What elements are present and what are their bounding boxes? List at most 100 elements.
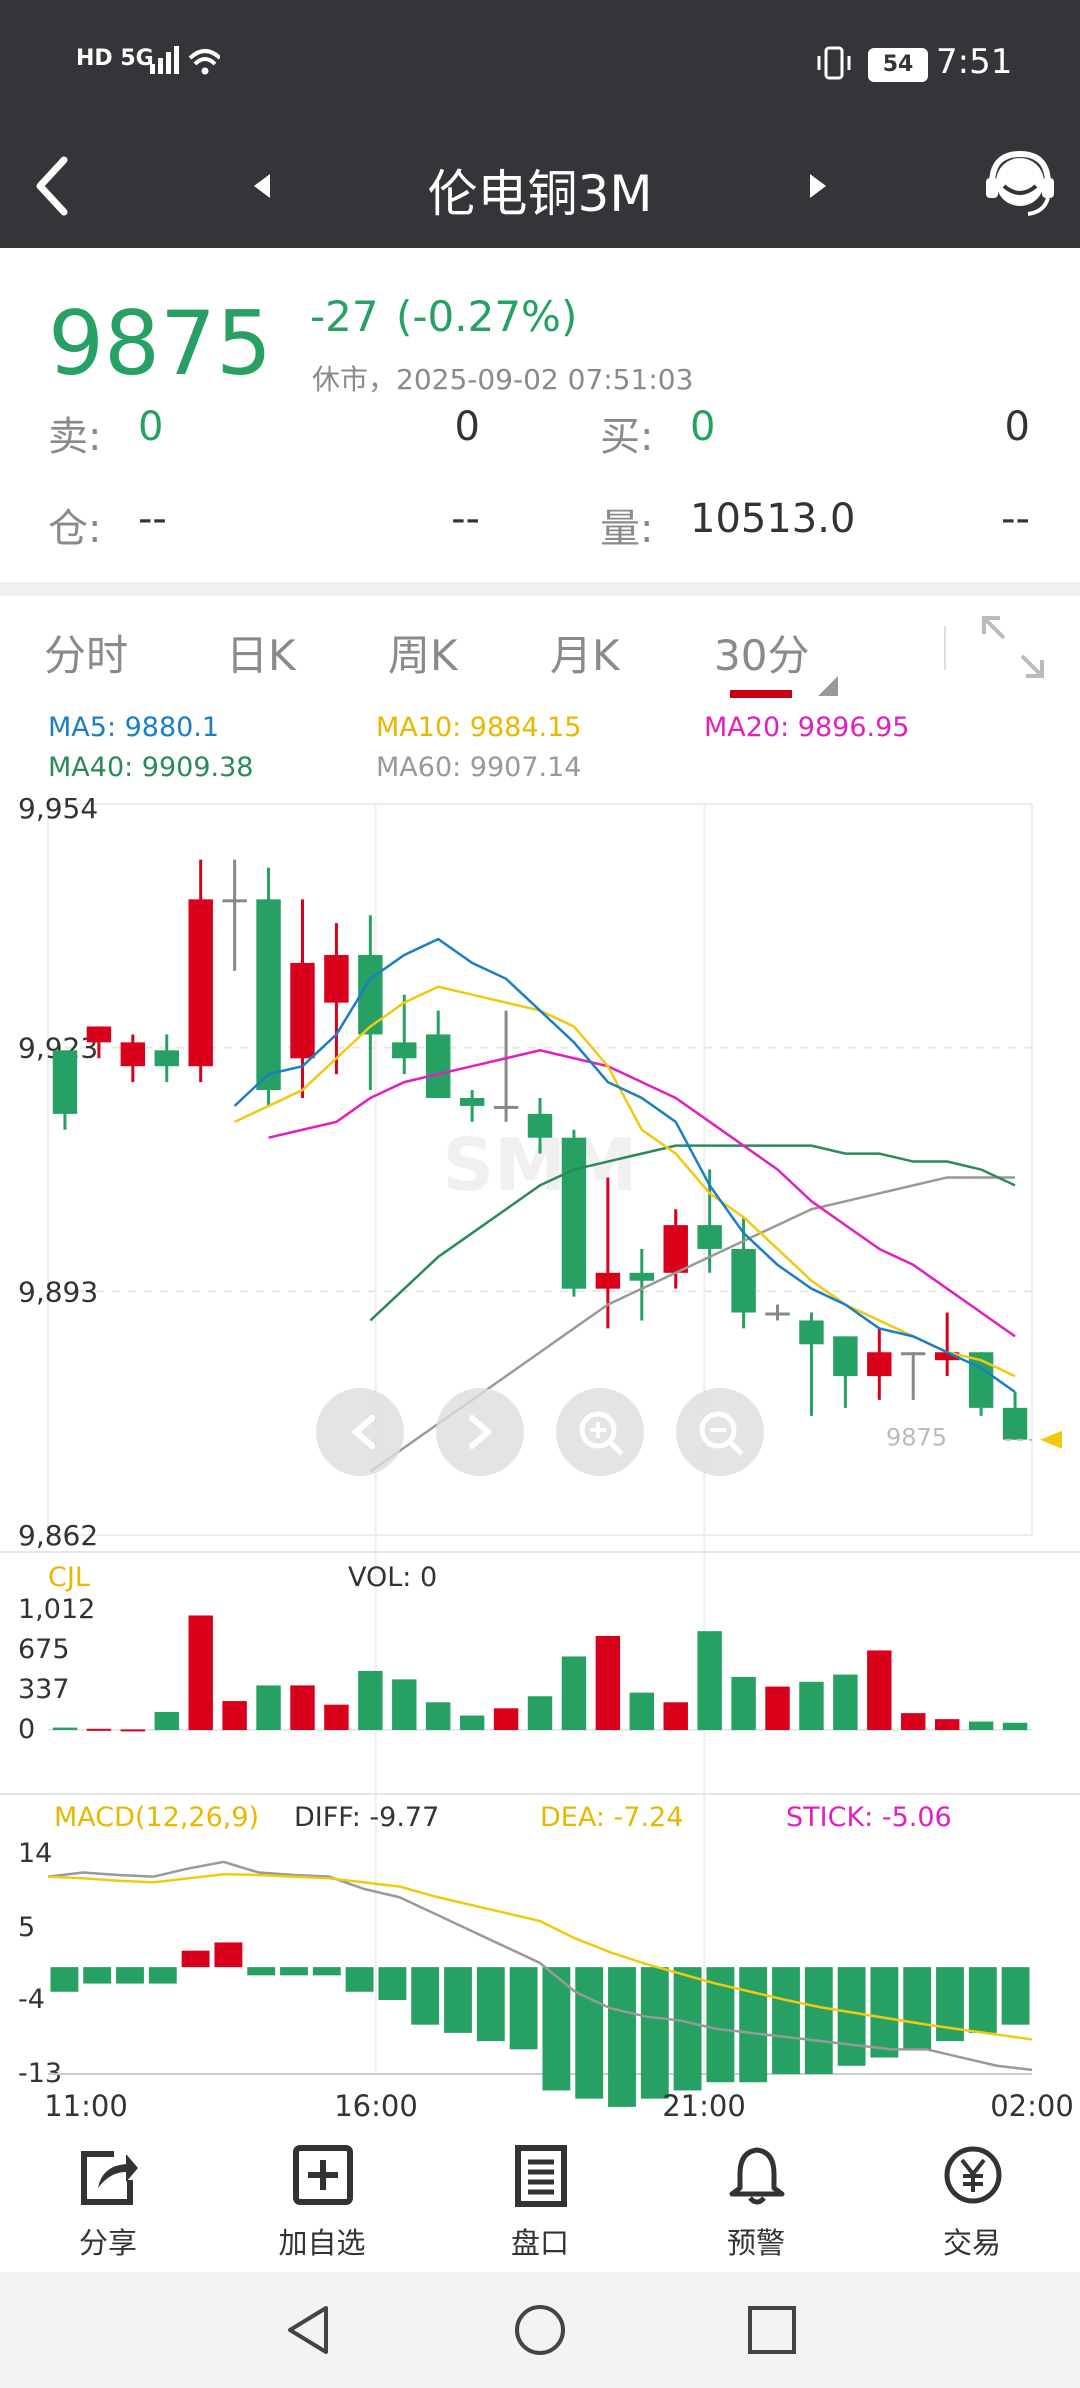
zoom-in-handle	[608, 1440, 624, 1456]
volume-bar	[799, 1681, 824, 1730]
volume-bar	[324, 1704, 349, 1730]
period-dropdown-icon[interactable]	[816, 674, 840, 698]
zoom-out-icon	[699, 1411, 737, 1449]
volume-bar	[663, 1702, 688, 1730]
bell-icon	[729, 2147, 785, 2205]
trade-button[interactable]: 交易	[902, 2124, 1042, 2272]
sell-price: 0	[138, 404, 164, 450]
macd-axis-label: -4	[18, 1984, 45, 2015]
price-panel-frame	[47, 803, 1033, 1536]
macd-axis-label: 14	[18, 1838, 52, 1869]
volume-bar	[731, 1676, 756, 1730]
nav-home-icon[interactable]	[512, 2302, 568, 2358]
candle-body	[901, 1352, 926, 1356]
volume-label: 量:	[600, 506, 654, 552]
add-watchlist-icon	[293, 2145, 353, 2205]
macd-bar	[673, 1967, 702, 2091]
macd-bar	[1001, 1967, 1030, 2025]
ma10-line	[234, 985, 1016, 1378]
ma20-value: MA20: 9896.95	[704, 712, 910, 743]
candle-body	[1002, 1407, 1028, 1440]
candle-body	[459, 1097, 485, 1106]
volume-bar	[120, 1729, 146, 1732]
candle-body	[833, 1336, 858, 1377]
candle-body	[629, 1272, 655, 1281]
position-change: --	[451, 496, 480, 542]
tab-intraday[interactable]: 分时	[44, 631, 129, 680]
macd-panel-label: MACD(12,26,9)	[54, 1802, 259, 1833]
candle-body	[324, 954, 349, 1003]
volume-bar	[493, 1708, 519, 1730]
macd-bar	[214, 1942, 243, 1968]
candle-body	[120, 1042, 146, 1067]
volume-bar	[867, 1650, 892, 1730]
price-axis-label: 9,862	[18, 1519, 98, 1552]
customer-service-icon[interactable]	[984, 146, 1056, 226]
volume-bar	[459, 1715, 485, 1730]
add-watchlist-label: 加自选	[278, 2226, 366, 2260]
clock: 7:51	[936, 42, 1013, 82]
candle-body	[527, 1113, 553, 1138]
candle-body	[392, 1042, 417, 1059]
candle-body	[154, 1050, 179, 1067]
prev-contract-icon[interactable]	[246, 162, 276, 210]
yen-icon	[944, 2146, 1002, 2204]
system-nav-bar	[0, 2272, 1080, 2388]
candle-body	[867, 1352, 892, 1377]
volume-bar	[901, 1713, 926, 1730]
buy-price: 0	[690, 404, 716, 450]
divider	[0, 582, 1080, 596]
chevron-right-icon	[469, 1415, 493, 1449]
macd-bar	[378, 1967, 407, 2000]
share-label: 分享	[78, 2226, 137, 2260]
volume-bar	[188, 1615, 213, 1730]
add-watchlist-button[interactable]: 加自选	[252, 2124, 392, 2272]
order-book-icon	[515, 2145, 567, 2207]
volume-bar	[527, 1696, 553, 1730]
status-bar: HD 5G 54 7:51	[0, 0, 1080, 124]
candle-body	[493, 1105, 519, 1109]
fullscreen-icon[interactable]	[980, 614, 1046, 680]
last-price: 9875	[48, 292, 272, 395]
candle-body	[934, 1352, 960, 1361]
price-change-pct: (-0.27%)	[396, 292, 578, 341]
trade-label: 交易	[942, 2226, 1001, 2260]
volume-bar	[358, 1670, 383, 1730]
ma60-value: MA60: 9907.14	[376, 752, 582, 783]
next-contract-icon[interactable]	[804, 162, 834, 210]
ma5-line	[233, 937, 1016, 1394]
macd-diff-label: DIFF: -9.77	[294, 1802, 439, 1833]
quote-panel: 9875 -27 (-0.27%) 休市，2025-09-02 07:51:03…	[0, 248, 1080, 582]
candle-body	[222, 899, 247, 903]
tab-monthly-k[interactable]: 月K	[550, 631, 620, 680]
macd-bar	[181, 1950, 210, 1968]
volume-bar	[290, 1685, 315, 1730]
macd-bar	[50, 1967, 79, 1992]
period-tabs: 分时 日K 周K 月K 30分	[0, 596, 1080, 702]
tab-30min[interactable]: 30分	[714, 631, 810, 680]
back-icon[interactable]	[26, 148, 76, 224]
candle-body	[731, 1248, 756, 1313]
alert-button[interactable]: 预警	[686, 2124, 826, 2272]
volume-bar	[52, 1727, 78, 1730]
zoom-in-icon	[579, 1411, 617, 1449]
macd-bar	[83, 1967, 112, 1984]
time-axis-label: 02:00	[990, 2089, 1074, 2123]
tab-weekly-k[interactable]: 周K	[388, 631, 458, 680]
last-price-marker-icon	[1040, 1430, 1062, 1449]
share-button[interactable]: 分享	[38, 2124, 178, 2272]
nav-back-icon[interactable]	[280, 2302, 336, 2358]
nav-recents-icon[interactable]	[744, 2302, 800, 2358]
tab-daily-k[interactable]: 日K	[226, 631, 296, 680]
time-axis-label: 16:00	[334, 2089, 418, 2123]
order-book-button[interactable]: 盘口	[470, 2124, 610, 2272]
price-axis-label: 9,954	[18, 792, 98, 825]
macd-bar	[903, 1967, 932, 2050]
volume-axis-label: 337	[18, 1674, 70, 1705]
volume-change: --	[1001, 496, 1030, 542]
signal-icon	[150, 46, 220, 75]
chart-next-button[interactable]	[436, 1388, 524, 1476]
zoom-out-handle	[728, 1440, 744, 1456]
macd-bar	[772, 1967, 800, 2074]
